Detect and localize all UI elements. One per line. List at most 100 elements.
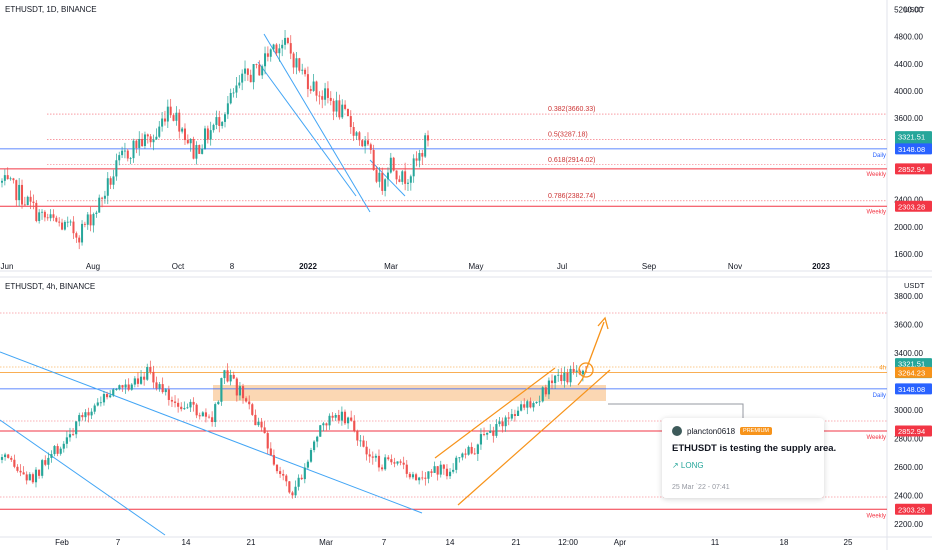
candle-body (381, 172, 384, 191)
candle-body (121, 385, 124, 388)
candle-body (326, 88, 329, 98)
level-label: Daily (873, 393, 886, 399)
candle-body (186, 140, 189, 144)
candle-body (135, 140, 138, 148)
candle-body (461, 453, 464, 458)
candle-body (486, 432, 489, 435)
candle-body (89, 214, 92, 226)
idea-card[interactable]: plancton0618 PREMIUM ETHUSDT is testing … (662, 418, 836, 498)
candle-body (418, 477, 421, 481)
candle-body (232, 374, 235, 379)
candle-body (6, 175, 9, 180)
h4-y-tick: 2400.00 (894, 492, 923, 501)
candle-body (414, 474, 418, 481)
candle-body (118, 155, 121, 161)
fib-label: 0.786(2382.74) (548, 193, 595, 200)
price-badge (895, 200, 932, 212)
candle-body (166, 106, 169, 122)
candle-body (44, 460, 47, 465)
candle-body (129, 158, 132, 159)
candle-body (389, 157, 392, 173)
price-badge-text: 3148.08 (898, 145, 925, 154)
candle-body (569, 368, 572, 383)
candle-body (495, 424, 498, 436)
candle-body (386, 172, 389, 180)
daily-y-tick: 2400.00 (894, 196, 923, 205)
candle-body (241, 73, 244, 83)
candle-body (275, 44, 278, 54)
candle-body (106, 178, 109, 196)
candle-body (238, 82, 241, 86)
candle-body (65, 437, 68, 444)
daily-x-tick: 8 (230, 262, 235, 271)
supply-zone (213, 385, 606, 401)
h4-x-tick: Feb (55, 538, 69, 547)
candle-body (218, 117, 221, 126)
daily-chart-panel[interactable]: ETHUSDT, 1D, BINANCE USDT 0.382(3660.33)… (0, 5, 932, 271)
candle-body (201, 412, 204, 417)
candle-body (275, 464, 279, 472)
candle-body (7, 454, 10, 458)
candle-body (563, 372, 566, 382)
idea-title[interactable]: ETHUSDT is testing the supply area. (672, 443, 837, 454)
candle-body (448, 471, 452, 477)
candle-body (167, 389, 170, 400)
h4-chart-panel[interactable]: ETHUSDT, 4h, BINANCE USDT 4h Daily Weekly W… (0, 281, 932, 547)
candle-body (392, 157, 395, 171)
candle-body (264, 53, 267, 67)
author-avatar[interactable] (672, 426, 682, 436)
candle-body (28, 474, 31, 481)
h4-price-axis[interactable]: 3800.00 3600.00 3400.00 3000.00 2800.00 2600.… (894, 292, 923, 529)
candle-body (286, 37, 289, 44)
candle-body (439, 464, 442, 475)
candle-body (421, 477, 424, 479)
candle-body (498, 421, 501, 425)
candle-body (198, 415, 201, 417)
candle-body (424, 135, 427, 157)
candle-body (217, 401, 220, 405)
candle-body (16, 466, 19, 471)
fib-label: 0.5(3287.18) (548, 131, 588, 138)
candle-body (139, 376, 143, 384)
candle-body (393, 462, 396, 464)
candle-body (547, 380, 551, 395)
candle-body (63, 221, 66, 230)
author-name[interactable]: plancton0618 (687, 426, 736, 436)
candle-body (309, 450, 313, 462)
idea-timestamp: 25 Mar `22 - 07:41 (672, 484, 730, 491)
h4-time-axis[interactable]: Feb 7 14 21 Mar 7 14 21 12:00 Apr 11 18 25 (55, 538, 853, 547)
candle-body (269, 49, 272, 57)
daily-price-axis[interactable]: 5200.00 4800.00 4400.00 4000.00 3600.00 2400.… (894, 5, 923, 259)
premium-badge: PREMIUM (740, 427, 773, 435)
candle-body (211, 417, 214, 423)
candle-body (32, 201, 35, 203)
candle-body (338, 100, 341, 118)
h4-chart-title: ETHUSDT, 4h, BINANCE (5, 282, 95, 291)
candle-body (192, 138, 195, 159)
candle-body (278, 48, 281, 54)
h4-x-tick: 12:00 (558, 538, 579, 547)
h4-x-tick: Mar (319, 538, 333, 547)
candle-body (66, 221, 69, 223)
candle-body (349, 116, 352, 127)
daily-y-tick: 2000.00 (894, 223, 923, 232)
price-badge (895, 366, 932, 378)
candle-body (404, 171, 407, 184)
candle-body (209, 130, 212, 140)
h4-x-tick: 21 (247, 538, 256, 547)
candle-body (300, 477, 303, 480)
candle-body (258, 64, 261, 76)
candle-body (46, 217, 49, 219)
h4-x-tick: 25 (844, 538, 853, 547)
candle-body (22, 472, 25, 475)
daily-time-axis[interactable]: Jun Aug Oct 8 2022 Mar May Jul Sep Nov 2023 (1, 262, 831, 271)
candle-body (292, 53, 295, 68)
candle-body (575, 370, 578, 372)
h4-x-tick: 18 (780, 538, 789, 547)
candle-body (235, 378, 238, 396)
candle-body (83, 223, 86, 225)
candle-body (361, 140, 364, 147)
candle-body (224, 114, 227, 122)
candle-body (241, 386, 245, 399)
